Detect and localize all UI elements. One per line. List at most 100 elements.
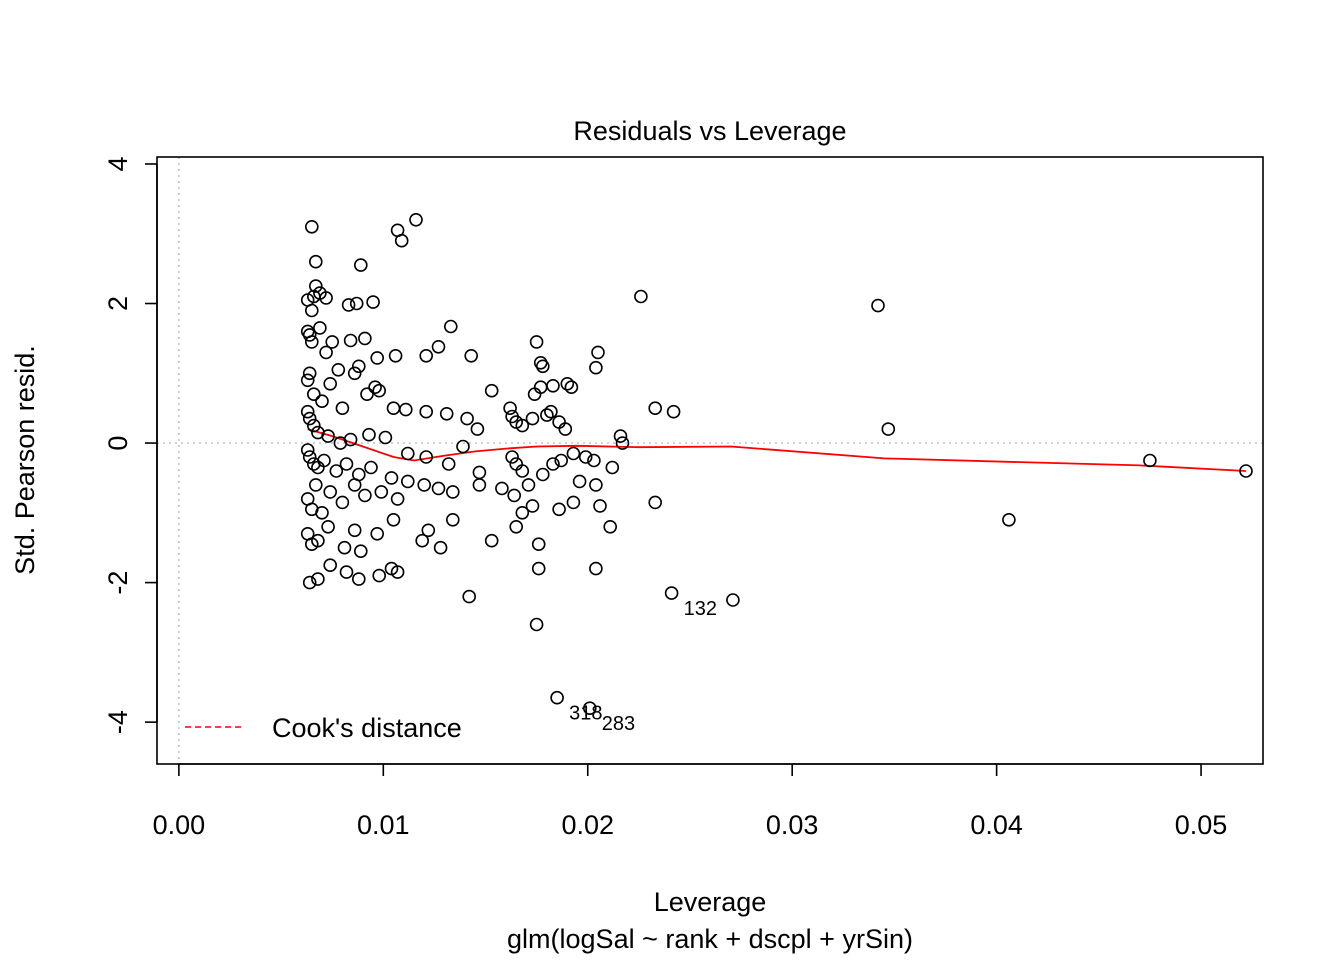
smoother-line <box>307 428 1247 472</box>
data-point <box>593 499 607 513</box>
y-tick-label: 2 <box>103 296 133 311</box>
data-point <box>362 427 376 442</box>
data-point <box>726 593 740 607</box>
data-point <box>394 233 409 248</box>
y-tick-label: 4 <box>103 156 133 171</box>
data-point <box>558 422 573 436</box>
data-point <box>311 572 325 586</box>
data-point <box>360 387 374 402</box>
data-point <box>546 378 560 393</box>
data-point <box>582 701 597 716</box>
data-point <box>431 339 446 354</box>
data-point <box>566 495 581 510</box>
data-point <box>321 519 335 534</box>
data-point <box>531 561 546 576</box>
data-point <box>591 345 605 360</box>
point-labels-layer: 132 318 283 <box>569 598 717 735</box>
data-point <box>321 429 335 443</box>
y-tick-label: -4 <box>103 710 133 734</box>
data-point <box>370 526 385 541</box>
data-point <box>300 443 315 457</box>
data-point <box>331 362 346 377</box>
data-point <box>347 478 362 492</box>
data-point <box>529 335 544 349</box>
data-point <box>313 321 327 335</box>
data-point <box>304 335 319 349</box>
data-point <box>308 254 323 269</box>
data-point <box>507 488 522 503</box>
x-tick-label: 0.05 <box>1175 810 1228 840</box>
data-point <box>358 331 372 346</box>
data-point <box>546 457 560 471</box>
data-point <box>881 422 896 436</box>
x-tick-label: 0.01 <box>357 810 410 840</box>
point-label: 283 <box>602 713 635 735</box>
data-point <box>415 533 430 548</box>
data-point <box>572 474 587 489</box>
data-point <box>445 512 460 527</box>
data-point <box>529 617 544 632</box>
data-point <box>308 478 323 492</box>
data-point <box>439 406 454 421</box>
data-point <box>587 453 601 468</box>
x-axis-label: Leverage <box>654 887 767 917</box>
points-layer <box>300 213 1253 716</box>
data-point <box>648 495 663 510</box>
data-point <box>343 333 358 348</box>
data-point <box>509 519 524 534</box>
data-point <box>540 408 554 422</box>
chart-title: Residuals vs Leverage <box>573 116 846 146</box>
data-point <box>335 495 350 510</box>
data-point <box>304 303 319 318</box>
data-point <box>589 360 603 375</box>
data-point <box>343 432 358 447</box>
data-point <box>550 690 564 705</box>
data-point <box>531 537 546 552</box>
legend-label-cooks: Cook's distance <box>272 713 462 743</box>
data-point <box>306 418 321 433</box>
data-point <box>315 394 329 409</box>
data-point <box>1002 512 1016 527</box>
data-point <box>368 380 382 395</box>
data-point <box>515 464 530 478</box>
data-point <box>495 481 509 496</box>
data-point <box>566 446 581 461</box>
data-point <box>358 488 372 503</box>
data-point <box>552 502 566 517</box>
data-point <box>419 348 434 363</box>
data-point <box>364 460 378 475</box>
data-point <box>302 575 317 590</box>
chart-subtitle: glm(logSal ~ rank + dscpl + yrSin) <box>507 924 913 954</box>
smoother-layer <box>307 428 1247 472</box>
data-point <box>372 383 387 398</box>
data-point <box>462 589 477 604</box>
data-point <box>390 492 405 506</box>
data-point <box>372 568 387 583</box>
x-tick-label: 0.02 <box>561 810 614 840</box>
data-point <box>388 348 403 363</box>
data-point <box>664 586 679 600</box>
data-point <box>615 436 630 450</box>
data-point <box>605 460 620 475</box>
data-point <box>378 430 393 445</box>
data-point <box>1143 453 1157 468</box>
data-point <box>329 464 344 478</box>
data-point <box>366 295 380 309</box>
data-point <box>521 478 536 492</box>
data-point <box>323 485 338 499</box>
data-point <box>525 499 540 513</box>
data-point <box>505 450 519 464</box>
y-tick-label: -2 <box>103 571 133 595</box>
data-point <box>335 401 350 416</box>
data-point <box>456 439 470 454</box>
y-axis-label: Std. Pearson resid. <box>10 345 40 575</box>
data-point <box>302 411 317 426</box>
x-tick-label: 0.00 <box>153 810 206 840</box>
data-point <box>386 512 401 527</box>
data-point <box>337 540 352 555</box>
y-axis: -4 -2 0 2 4 <box>103 156 158 734</box>
data-point <box>306 387 321 402</box>
data-point <box>564 380 579 395</box>
data-point <box>302 450 317 464</box>
